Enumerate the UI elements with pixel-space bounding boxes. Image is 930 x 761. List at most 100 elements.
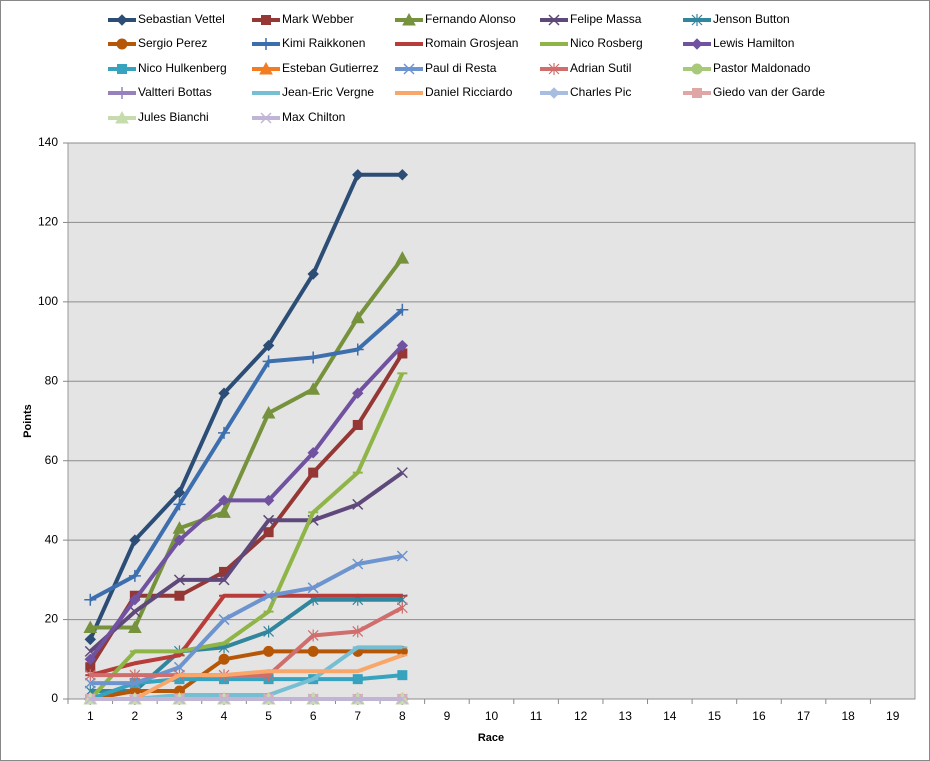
legend-marker bbox=[548, 14, 560, 26]
data-point bbox=[397, 670, 408, 681]
legend-label: Sergio Perez bbox=[138, 36, 207, 50]
data-point bbox=[263, 693, 275, 705]
legend-label: Lewis Hamilton bbox=[713, 36, 794, 50]
y-tick-label: 80 bbox=[45, 373, 59, 387]
x-tick-label: 13 bbox=[619, 709, 633, 723]
x-axis-label: Race bbox=[478, 732, 504, 744]
legend-label: Charles Pic bbox=[570, 85, 631, 99]
y-tick-label: 40 bbox=[45, 532, 59, 546]
legend-label: Valtteri Bottas bbox=[138, 85, 212, 99]
legend-label: Max Chilton bbox=[282, 110, 345, 124]
legend-marker bbox=[691, 38, 703, 50]
data-point bbox=[307, 447, 319, 459]
series-line bbox=[89, 593, 403, 678]
data-point bbox=[396, 550, 408, 562]
data-point bbox=[262, 339, 275, 352]
data-point bbox=[84, 669, 96, 682]
series-line bbox=[88, 172, 403, 641]
data-point bbox=[308, 467, 319, 478]
x-tick-label: 3 bbox=[176, 709, 183, 723]
data-point bbox=[128, 620, 142, 634]
legend-marker bbox=[402, 12, 416, 26]
x-tick-label: 5 bbox=[265, 709, 272, 723]
data-point bbox=[351, 343, 364, 356]
data-point bbox=[129, 693, 141, 705]
data-point bbox=[173, 661, 185, 673]
data-point bbox=[129, 594, 141, 606]
data-point bbox=[218, 426, 231, 439]
data-point bbox=[307, 693, 319, 705]
legend-marker bbox=[403, 63, 415, 75]
data-point bbox=[263, 645, 275, 657]
series-line bbox=[88, 372, 405, 701]
legend-label: Felipe Massa bbox=[570, 12, 642, 26]
data-point bbox=[218, 494, 230, 507]
y-tick-label: 60 bbox=[45, 453, 59, 467]
legend-label: Jenson Button bbox=[713, 12, 790, 26]
data-point bbox=[350, 310, 365, 324]
data-point bbox=[307, 582, 319, 594]
x-tick-label: 12 bbox=[574, 709, 588, 723]
data-point bbox=[263, 527, 274, 538]
data-point bbox=[352, 693, 364, 705]
data-point bbox=[352, 169, 364, 181]
data-point bbox=[352, 498, 364, 510]
x-tick-label: 16 bbox=[752, 709, 766, 723]
data-point bbox=[173, 486, 186, 499]
x-tick-label: 4 bbox=[221, 709, 228, 723]
legend-label: Adrian Sutil bbox=[570, 61, 631, 75]
data-point bbox=[218, 387, 230, 399]
legend-marker bbox=[117, 64, 127, 74]
legend-marker bbox=[116, 38, 128, 50]
x-tick-label: 11 bbox=[530, 709, 543, 723]
data-point bbox=[84, 653, 96, 665]
legend-marker bbox=[116, 14, 128, 26]
legend-label: Jean-Eric Vergne bbox=[282, 85, 374, 99]
data-point bbox=[218, 693, 230, 705]
data-point bbox=[129, 669, 141, 682]
data-point bbox=[263, 625, 275, 638]
data-point bbox=[173, 574, 185, 586]
data-point bbox=[218, 653, 230, 665]
legend-marker bbox=[691, 14, 703, 26]
data-point bbox=[218, 574, 230, 586]
legend-label: Nico Hulkenberg bbox=[138, 61, 227, 75]
series-line bbox=[89, 308, 404, 602]
data-point bbox=[352, 674, 363, 685]
data-point bbox=[128, 569, 141, 582]
plot-area bbox=[67, 142, 916, 700]
x-tick-label: 15 bbox=[708, 709, 722, 723]
data-point bbox=[395, 251, 410, 264]
legend-label: Nico Rosberg bbox=[570, 36, 643, 50]
data-point bbox=[172, 521, 187, 534]
data-point bbox=[307, 629, 319, 642]
data-point bbox=[263, 590, 275, 602]
data-point bbox=[84, 677, 96, 689]
data-point bbox=[174, 590, 185, 601]
x-tick-label: 18 bbox=[841, 709, 855, 723]
legend-marker bbox=[260, 112, 272, 124]
legend-label: Sebastian Vettel bbox=[138, 12, 225, 26]
legend-label: Kimi Raikkonen bbox=[282, 36, 365, 50]
legend-marker bbox=[692, 88, 702, 98]
x-tick-label: 14 bbox=[663, 709, 677, 723]
data-point bbox=[173, 534, 186, 546]
x-tick-label: 2 bbox=[132, 709, 139, 723]
legend-marker bbox=[115, 110, 129, 124]
data-point bbox=[352, 625, 364, 638]
data-point bbox=[83, 620, 98, 634]
data-point bbox=[218, 614, 230, 626]
series-line bbox=[90, 256, 404, 630]
y-tick-label: 120 bbox=[38, 215, 58, 229]
x-tick-label: 9 bbox=[444, 709, 451, 723]
legend-label: Mark Webber bbox=[282, 12, 354, 26]
data-point bbox=[352, 419, 363, 430]
data-point bbox=[396, 169, 409, 181]
legend-marker bbox=[691, 63, 703, 75]
data-point bbox=[84, 633, 96, 646]
data-point bbox=[352, 558, 364, 570]
y-tick-label: 100 bbox=[38, 294, 58, 308]
legend-marker bbox=[548, 87, 560, 99]
data-point bbox=[129, 534, 141, 546]
data-point bbox=[307, 268, 319, 280]
